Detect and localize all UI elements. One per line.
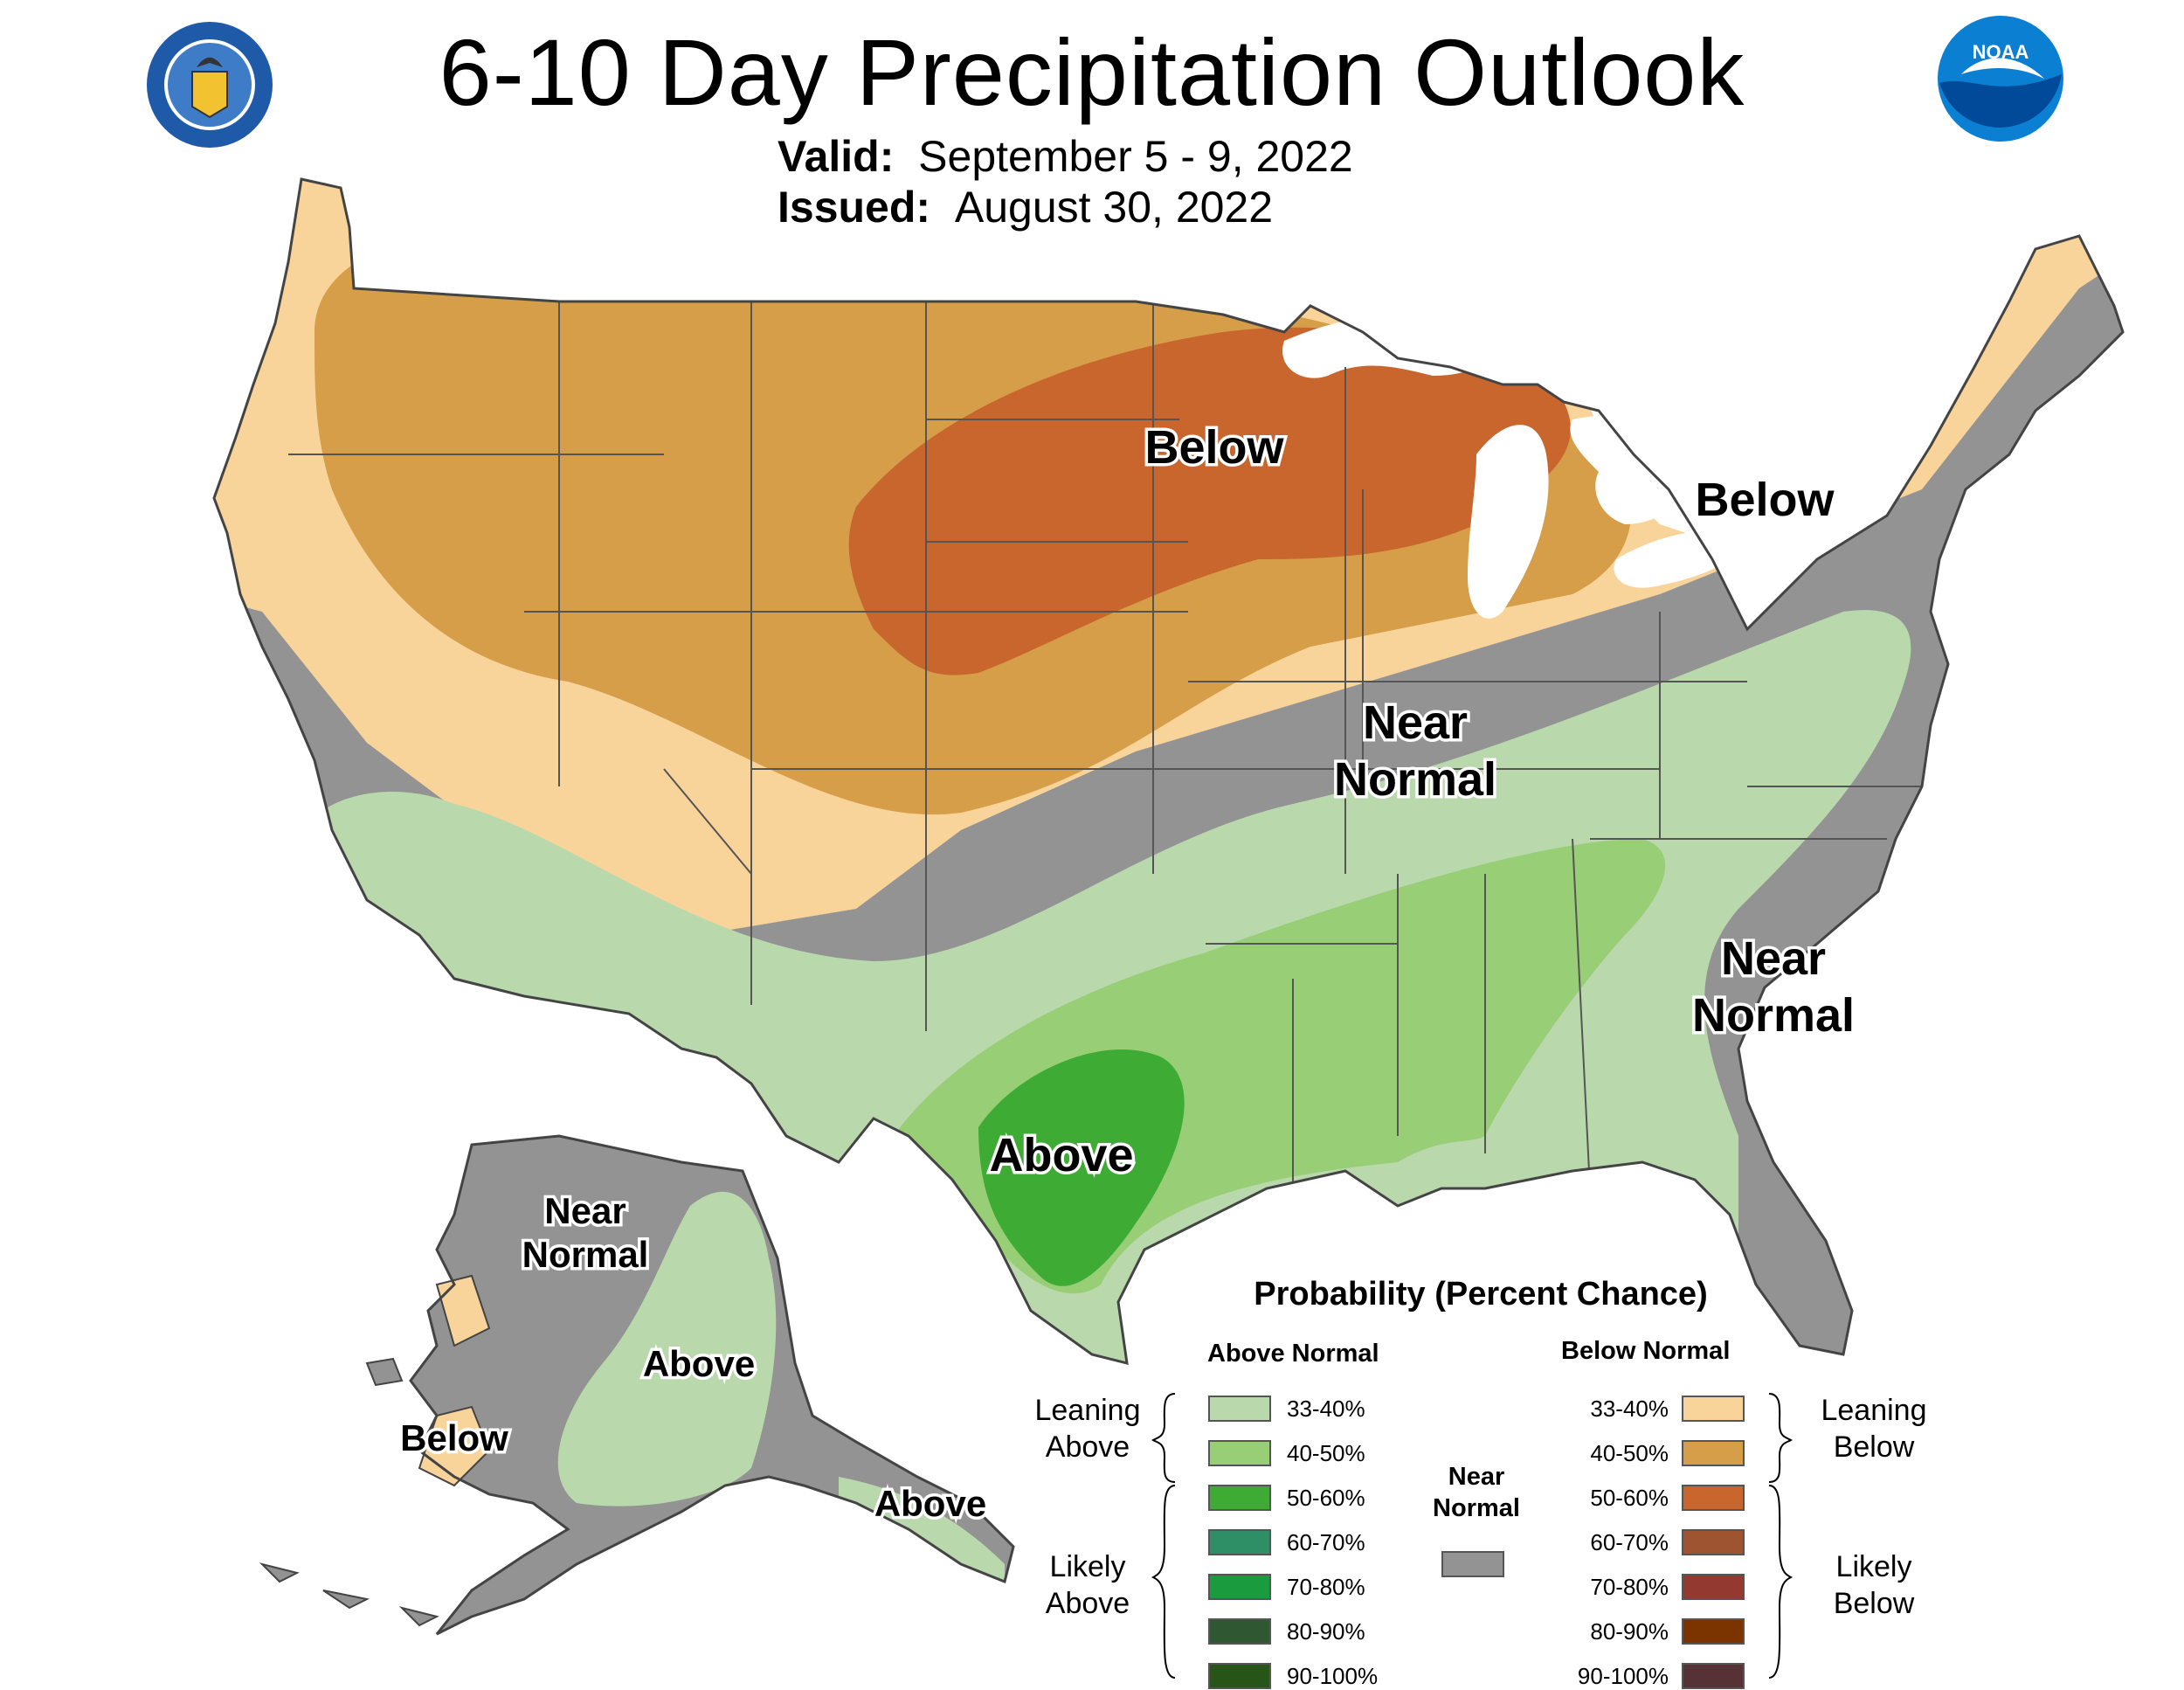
legend-below-swatch-3 [1682,1529,1745,1555]
noaa-logo: NOAA [1938,16,2063,142]
legend-above-range-3: 60-70% [1287,1529,1365,1555]
legend-below-swatch-2 [1682,1485,1745,1511]
lake-michigan [1468,425,1549,619]
map-title: 6-10 Day Precipitation Outlook [439,19,1745,125]
aleutian-islands [259,1357,439,1627]
legend-below-swatch-1 [1682,1440,1745,1466]
legend-above-swatch-3 [1208,1529,1271,1555]
likely-above-group: Likely Above [1045,1550,1130,1620]
above-50-60-core [978,1049,1185,1286]
label-alaska-below: Below [400,1417,508,1458]
legend-above-range-2: 50-60% [1287,1485,1365,1511]
label-southeast-normal: Normal [1692,989,1855,1042]
legend-above-range-4: 70-80% [1287,1574,1365,1600]
label-central-normal: Normal [1334,753,1496,806]
legend-above-swatch-0 [1208,1396,1271,1422]
legend-braces-right [1768,1393,1793,1679]
legend-above-swatch-5 [1208,1618,1271,1645]
legend-above-swatch-1 [1208,1440,1271,1466]
legend-below-range-2: 50-60% [1590,1485,1669,1511]
leaning-below-group: Leaning Below [1821,1394,1927,1464]
likely-below-group: Likely Below [1833,1550,1915,1620]
legend-below-swatch-5 [1682,1618,1745,1645]
legend-title: Probability (Percent Chance) [1254,1276,1708,1313]
legend-below-range-6: 90-100% [1577,1663,1669,1689]
issued-line: Issued: August 30, 2022 [778,182,1273,232]
legend-above-range-5: 80-90% [1287,1618,1365,1645]
legend-above-range-1: 40-50% [1287,1440,1365,1466]
alaska-leaning-above [557,1191,777,1506]
legend-below-range-0: 33-40% [1590,1396,1669,1422]
alaska-sw-below [418,1405,491,1487]
leaning-above-group: Leaning Above [1034,1394,1141,1464]
valid-line: Valid: September 5 - 9, 2022 [778,131,1353,182]
state-borders [288,236,1922,1189]
legend-above-header: Above Normal [1207,1340,1379,1368]
legend-braces-left [1151,1393,1176,1679]
legend-below-swatch-0 [1682,1396,1745,1422]
legend-below-header: Below Normal [1561,1337,1731,1365]
label-central-near: Near [1363,696,1468,749]
valid-label: Valid: [778,132,895,181]
label-north-below: Below [1144,421,1284,474]
near-normal-group: Near Normal [1433,1463,1520,1522]
label-alaska-normal: Normal [522,1234,649,1275]
legend-below-swatch-4 [1682,1574,1745,1600]
valid-value: September 5 - 9, 2022 [918,132,1353,181]
label-panhandle-above: Above [874,1483,986,1524]
label-alaska-near: Near [544,1190,625,1231]
legend-above-swatch-6 [1208,1663,1271,1689]
label-texas-above: Above [989,1129,1133,1181]
legend-above-swatch-2 [1208,1485,1271,1511]
svg-text:NOAA: NOAA [1973,41,2029,63]
legend-below-range-4: 70-80% [1590,1574,1669,1600]
commerce-seal-logo [147,22,273,148]
near-normal-swatch [1441,1551,1504,1577]
legend-above-range-6: 90-100% [1287,1663,1379,1689]
legend-below-range-3: 60-70% [1590,1529,1669,1555]
label-northeast-below: Below [1695,474,1835,526]
issued-label: Issued: [778,183,931,232]
alaska-outline [409,1134,1015,1636]
alaska-west-coast-below [435,1274,491,1347]
below-50-60-core [848,327,1571,675]
issued-value: August 30, 2022 [954,183,1274,232]
legend-below-range-5: 80-90% [1590,1618,1669,1645]
conus-outline [212,177,2125,1365]
legend-above-range-0: 33-40% [1287,1396,1365,1422]
legend-below-swatch-6 [1682,1663,1745,1689]
label-alaska-above: Above [643,1343,755,1384]
legend-above-swatch-4 [1208,1574,1271,1600]
label-southeast-near: Near [1721,932,1826,985]
legend-below-range-1: 40-50% [1590,1440,1669,1466]
